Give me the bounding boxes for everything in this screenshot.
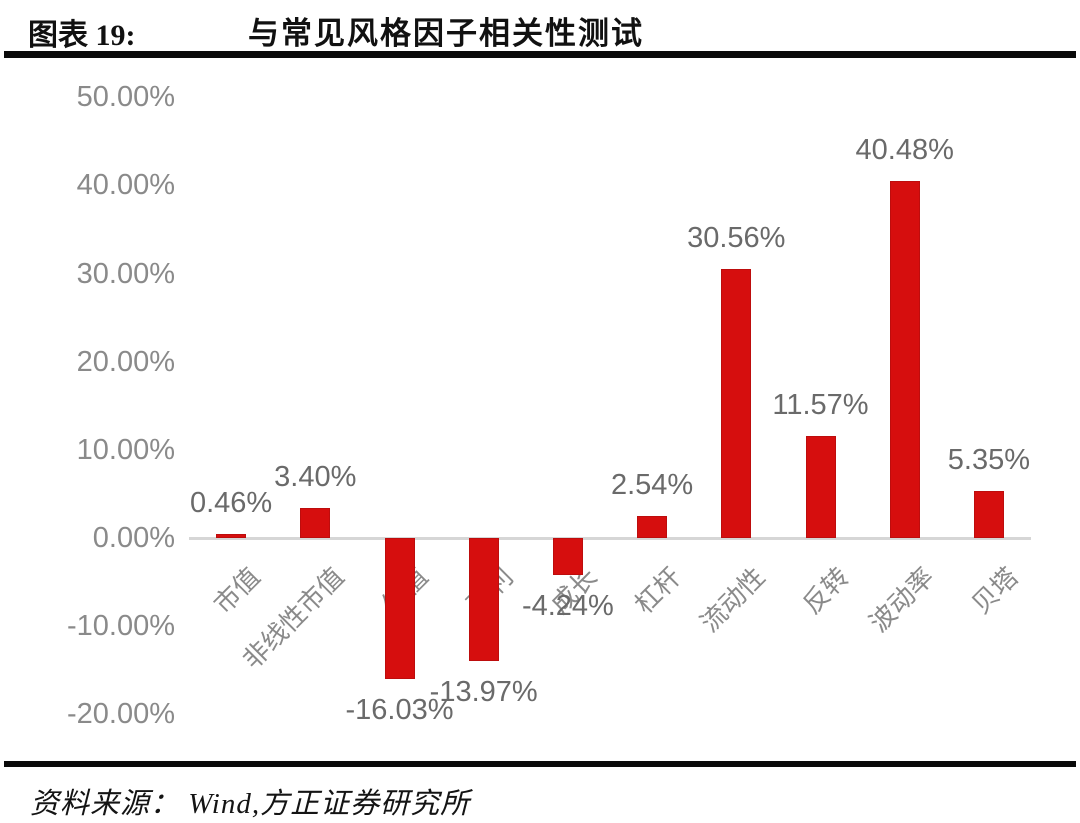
figure-number-label: 图表 19: [28, 19, 136, 52]
bar-7 [805, 436, 836, 538]
bar-value-label: 30.56% [687, 221, 786, 254]
y-axis-tick-label: -20.00% [66, 698, 175, 731]
bar-value-label: 3.40% [274, 461, 357, 494]
bar-value-label: 0.46% [189, 486, 273, 519]
y-axis-tick-label: 0.00% [92, 522, 175, 554]
bar-value-label: 11.57% [772, 389, 869, 422]
bar-1 [300, 508, 331, 538]
y-axis-tick-label: 10.00% [76, 433, 175, 466]
x-axis-category-label: 反转 [797, 561, 856, 620]
top-divider-rule [4, 51, 1076, 58]
bar-value-label: -13.97% [429, 676, 538, 709]
y-axis-tick-label: 20.00% [76, 345, 175, 378]
bar-8 [889, 181, 920, 538]
bar-6 [721, 268, 752, 538]
x-axis-line [189, 537, 1031, 540]
bar-value-label: 5.35% [947, 443, 1030, 476]
bar-value-label: -16.03% [345, 694, 454, 727]
bar-9 [973, 490, 1004, 538]
bar-5 [637, 515, 668, 538]
figure-title: 与常见风格因子相关性测试 [248, 16, 644, 51]
y-axis-tick-label: 40.00% [76, 169, 175, 202]
bar-value-label: -4.24% [521, 590, 614, 623]
x-axis-category-label: 波动率 [863, 561, 940, 638]
bar-4 [552, 538, 583, 576]
bottom-divider-rule [4, 761, 1076, 767]
y-axis-tick-label: -10.00% [66, 610, 175, 643]
x-axis-category-label: 流动性 [694, 561, 772, 638]
y-axis-tick-label: 50.00% [76, 81, 175, 114]
y-axis-tick-label: 30.00% [76, 257, 175, 290]
source-note: 资料来源： Wind,方正证券研究所 [30, 788, 471, 820]
bar-2 [384, 538, 415, 680]
bar-3 [468, 538, 499, 662]
x-axis-category-label: 贝塔 [965, 561, 1024, 620]
bar-value-label: 40.48% [855, 134, 954, 167]
correlation-bar-chart: 50.00% 40.00% 30.00% 20.00% 10.00% 0.00% -10.0… [0, 58, 1080, 758]
x-axis-category-label: 市值 [207, 561, 266, 620]
bar-0 [216, 533, 247, 538]
bar-value-label: 2.54% [610, 468, 694, 501]
